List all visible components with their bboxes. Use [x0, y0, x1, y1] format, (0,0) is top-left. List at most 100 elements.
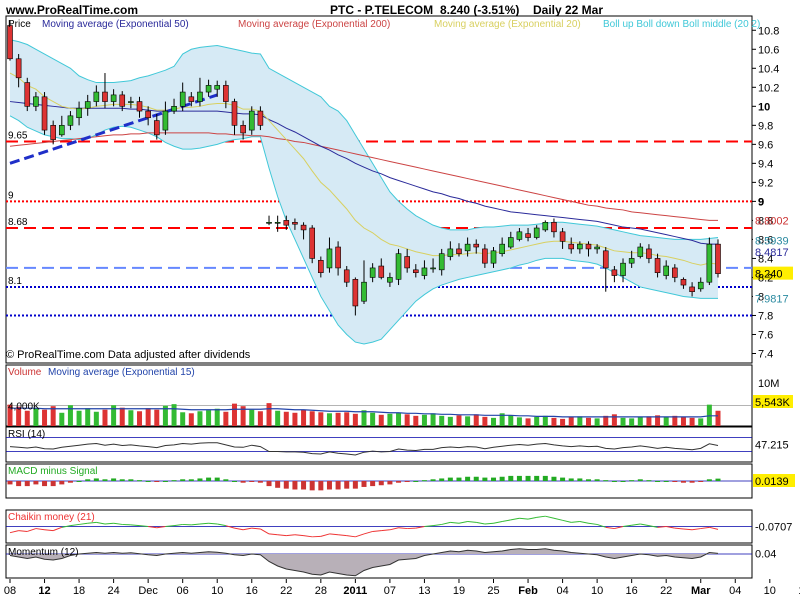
macd-bar — [447, 477, 453, 481]
candle-body — [438, 253, 445, 271]
volume-bar — [180, 412, 186, 426]
volume-bar — [93, 411, 99, 426]
volume-bar — [154, 409, 160, 426]
price-right-tag — [753, 266, 793, 280]
macd-bar — [197, 478, 203, 481]
macd-bar — [430, 479, 436, 481]
chaikin-segment — [217, 523, 226, 527]
macd-bar — [206, 477, 212, 481]
chaikin-segment — [268, 533, 278, 536]
site-brand[interactable]: www.ProRealTime.com — [6, 3, 139, 17]
volume-bar — [318, 412, 324, 426]
macd-bar — [585, 479, 591, 481]
macd-bar — [551, 476, 557, 481]
candle-body — [482, 248, 488, 264]
volume-bar — [715, 410, 721, 426]
macd-bar — [33, 481, 39, 485]
volume-bar — [629, 418, 635, 426]
volume-bar — [137, 411, 143, 426]
volume-bar — [59, 412, 65, 426]
macd-bar — [59, 481, 65, 485]
price-tick-label: 8.2 — [758, 272, 773, 284]
volume-bar — [499, 413, 505, 426]
chaikin-segment — [640, 523, 650, 527]
macd-bar — [301, 481, 307, 490]
chaikin-segment — [52, 526, 62, 532]
x-tick-label: 10 — [211, 585, 223, 597]
volume-bar — [361, 410, 367, 426]
candle-body — [672, 267, 678, 278]
x-tick-label: 12 — [38, 585, 50, 597]
volume-bar — [162, 405, 168, 426]
price-legend-item: Price — [8, 19, 31, 30]
candle-body — [67, 115, 74, 126]
macd-bar — [16, 481, 22, 487]
candle-body — [283, 220, 290, 226]
candle-body — [646, 248, 652, 259]
bollinger-band-fill — [10, 39, 718, 344]
volume-legend-item: Moving average (Exponential 15) — [48, 367, 195, 378]
candle-body — [223, 85, 229, 102]
momentum-right-tag-label: 0.04 — [755, 548, 776, 560]
candle-body — [620, 262, 626, 276]
price-right-tag — [753, 213, 793, 227]
chaikin-segment — [303, 535, 313, 538]
macd-bar — [137, 480, 143, 482]
volume-bar — [447, 416, 453, 426]
macd-bar — [387, 481, 393, 485]
candle-body — [378, 265, 385, 278]
candle-body — [369, 267, 376, 278]
candle-body — [197, 91, 203, 102]
x-tick-label: Dec — [138, 585, 158, 597]
candle-body — [153, 120, 160, 136]
candle-body — [15, 58, 22, 79]
macd-bar — [85, 479, 91, 481]
price-tick-label: 8.8 — [758, 215, 773, 227]
chaikin-segment — [433, 523, 442, 527]
candle-body — [188, 96, 195, 102]
chaikin-segment — [372, 530, 382, 532]
chaikin-segment — [70, 523, 80, 527]
macd-bar — [473, 476, 479, 481]
macd-bar — [620, 481, 626, 482]
candle-body — [179, 91, 186, 107]
momentum-line — [9, 548, 719, 577]
rsi-legend: RSI (14) — [8, 429, 45, 440]
price-tick-label: 8.6 — [758, 234, 773, 246]
chart-title: PTC - P.TELECOM — [330, 3, 434, 17]
candle-body — [430, 267, 436, 270]
price-tick-label: 10.8 — [758, 25, 779, 37]
macd-bar — [240, 481, 246, 483]
chaikin-segment — [424, 525, 434, 527]
candle-body — [473, 243, 480, 248]
volume-bar — [387, 413, 393, 426]
volume-bar — [577, 416, 583, 426]
candle-body — [447, 248, 454, 257]
price-level-label: 9.65 — [8, 130, 28, 141]
macd-bar — [42, 481, 48, 487]
chaikin-segment — [484, 522, 494, 525]
rsi-right-tag-label: 47.215 — [755, 440, 789, 452]
chaikin-segment — [96, 521, 106, 525]
chaikin-segment — [502, 519, 511, 523]
x-tick-label: Mar — [691, 585, 711, 597]
macd-bar — [326, 481, 332, 490]
rsi-line — [9, 442, 719, 456]
price-right-tag — [753, 244, 793, 258]
macd-bar — [456, 477, 462, 481]
macd-bar — [361, 481, 367, 487]
volume-bar — [370, 412, 376, 426]
x-tick-label: Feb — [518, 585, 538, 597]
chaikin-segment — [243, 527, 252, 531]
macd-bar — [568, 478, 574, 481]
volume-bar — [197, 411, 203, 426]
x-tick-label: 04 — [556, 585, 568, 597]
chaikin-segment — [614, 526, 624, 530]
volume-bar — [309, 411, 315, 426]
chaikin-segment — [191, 523, 200, 526]
macd-bar — [629, 480, 635, 482]
macd-bar — [50, 481, 56, 487]
macd-bar — [465, 476, 471, 481]
volume-bar — [378, 414, 384, 426]
candle-body — [533, 227, 540, 238]
